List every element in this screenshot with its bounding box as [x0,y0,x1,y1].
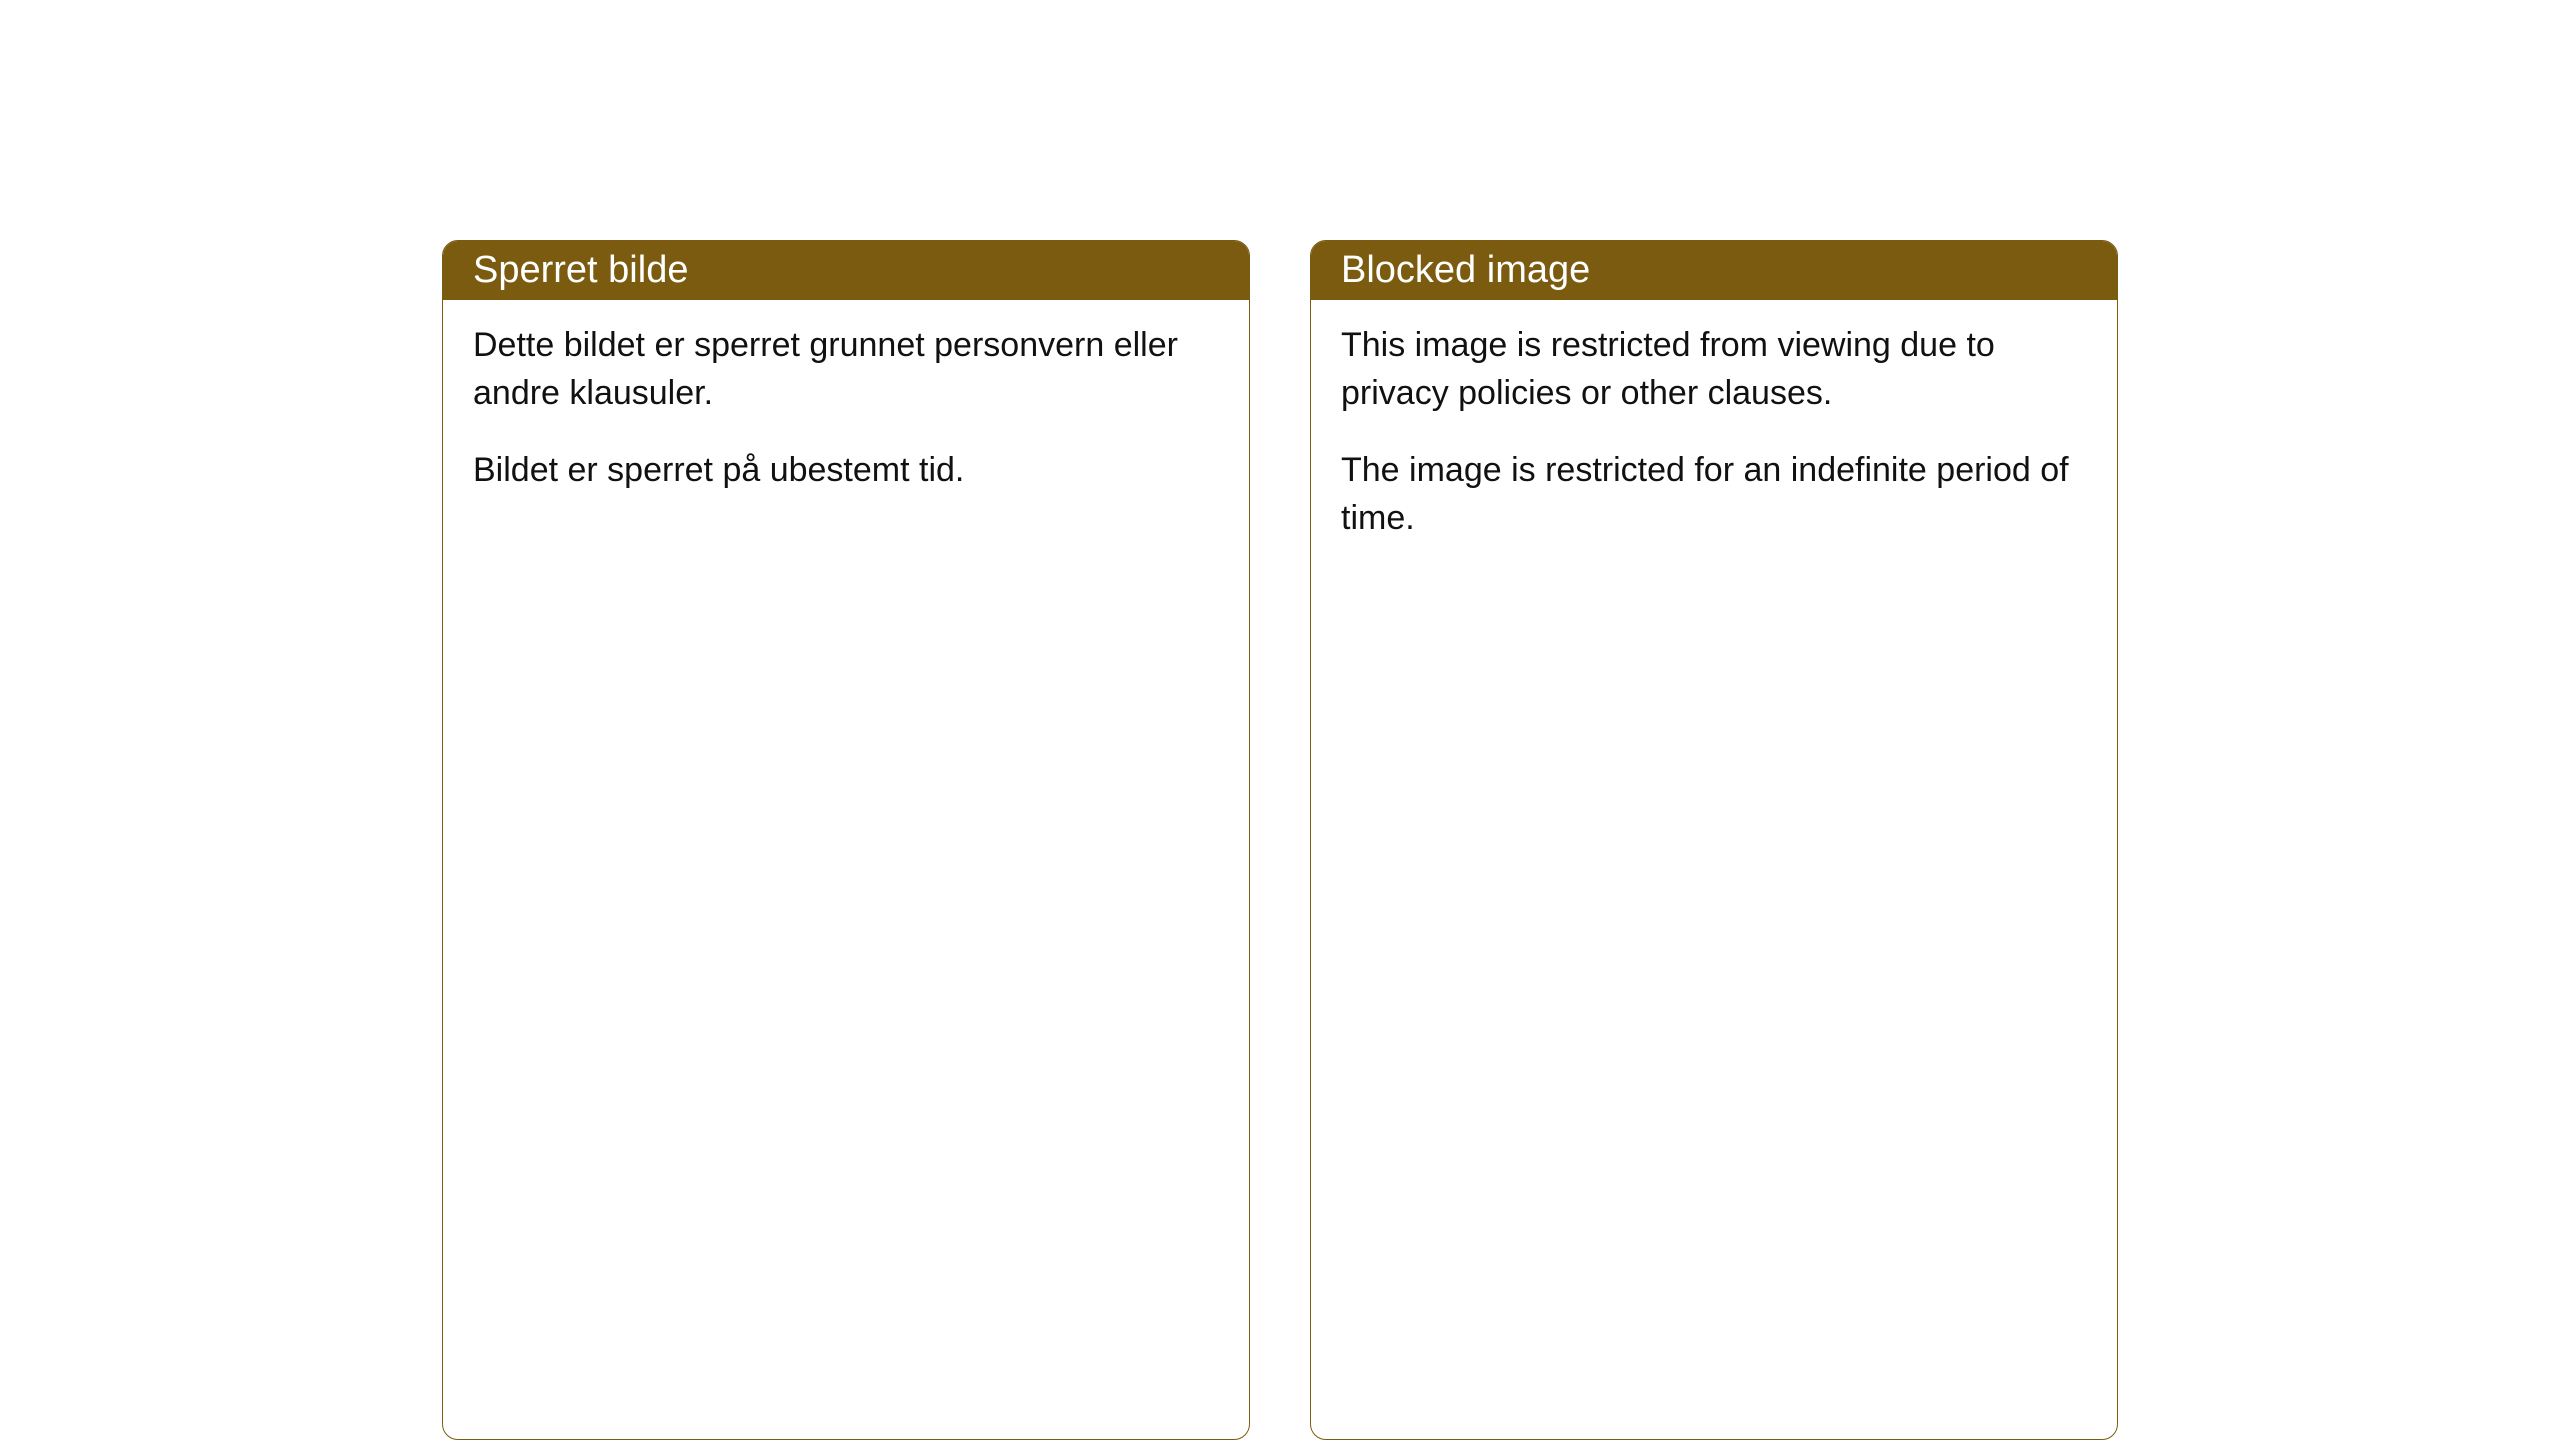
card-body-text-en-1: This image is restricted from viewing du… [1341,322,2087,417]
card-header-en: Blocked image [1311,241,2117,300]
card-body-text-no-2: Bildet er sperret på ubestemt tid. [473,447,1219,495]
card-body-no: Dette bildet er sperret grunnet personve… [443,300,1249,525]
blocked-image-card-en: Blocked image This image is restricted f… [1310,240,2118,1440]
card-body-text-no-1: Dette bildet er sperret grunnet personve… [473,322,1219,417]
notice-cards-container: Sperret bilde Dette bildet er sperret gr… [442,240,2118,1440]
card-header-no: Sperret bilde [443,241,1249,300]
card-body-text-en-2: The image is restricted for an indefinit… [1341,447,2087,542]
card-body-en: This image is restricted from viewing du… [1311,300,2117,572]
blocked-image-card-no: Sperret bilde Dette bildet er sperret gr… [442,240,1250,1440]
